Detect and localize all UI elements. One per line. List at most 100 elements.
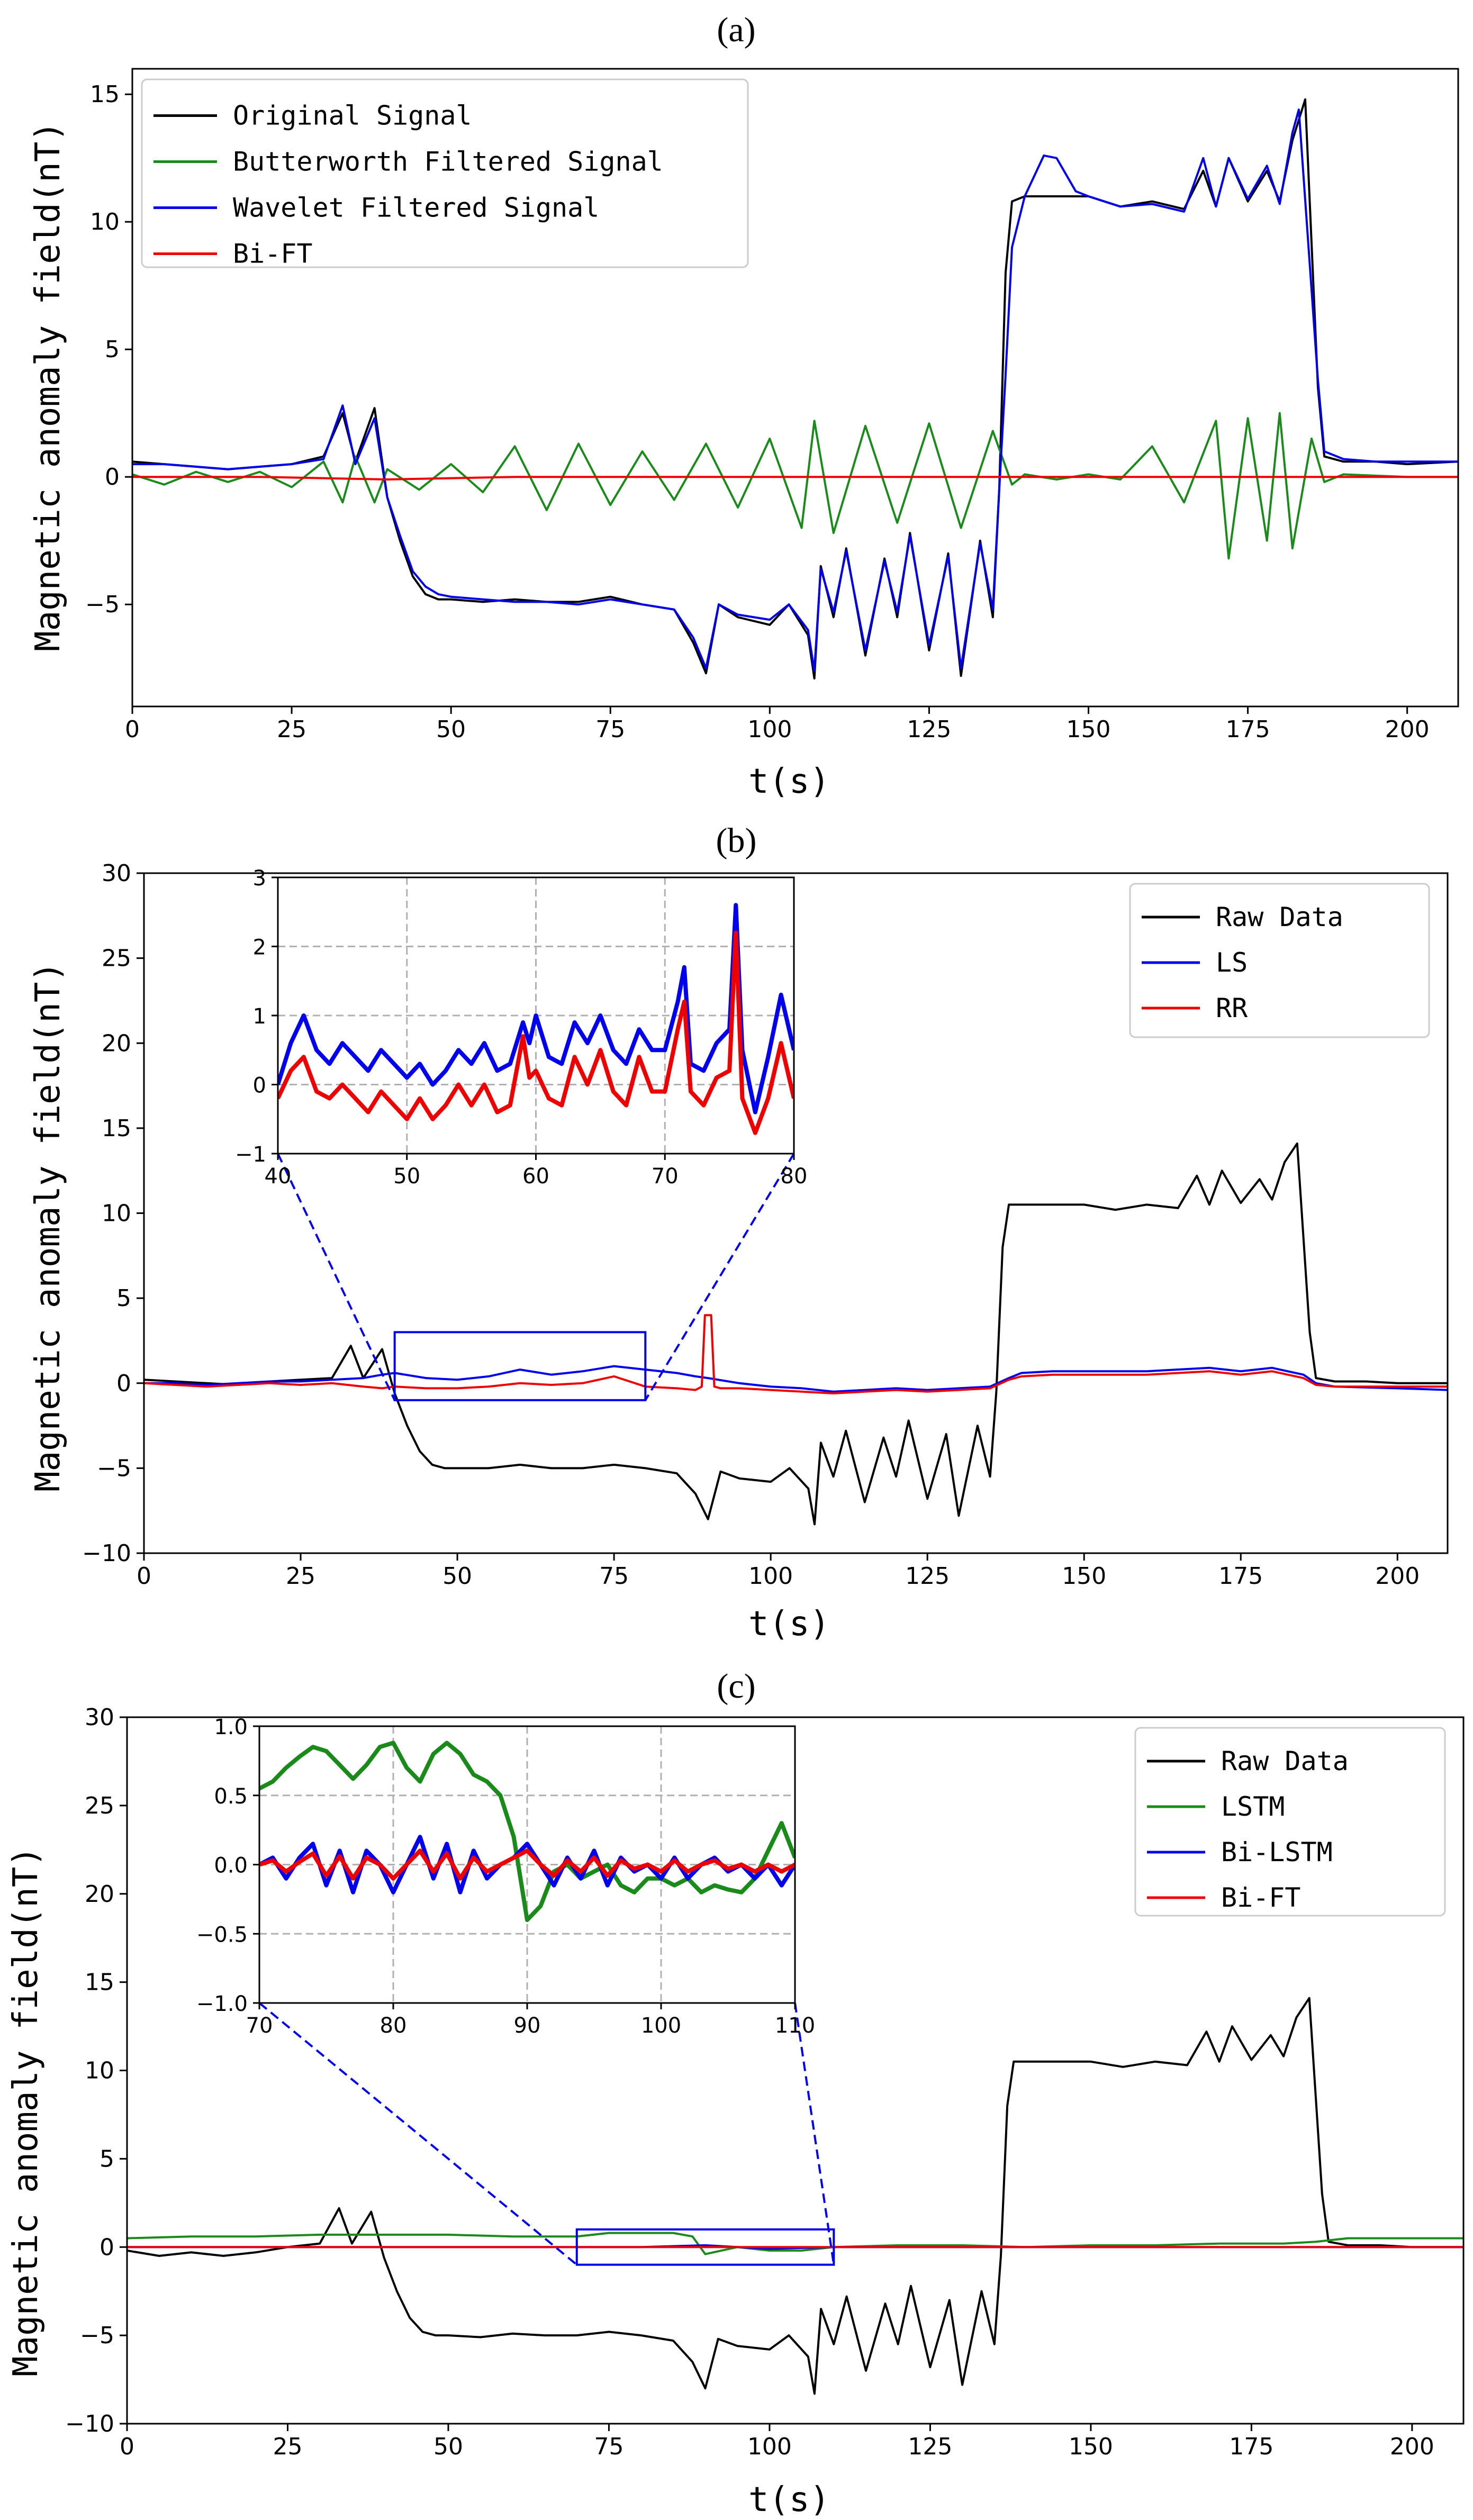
panel-c-legend-label-raw-data: Raw Data xyxy=(1221,1746,1349,1776)
panel-b-zoom-connector-left xyxy=(277,1153,396,1401)
panel-c-ytick-label: 25 xyxy=(85,1792,114,1819)
panel-b-ytick-label: −5 xyxy=(97,1455,131,1482)
panel-a-xtick-label: 100 xyxy=(747,716,792,743)
panel-c-ytick-label: 5 xyxy=(100,2145,114,2172)
panel-a-xtick-label: 200 xyxy=(1385,716,1430,743)
panel-a-series-butterworth-filtered-signal xyxy=(132,412,1458,560)
panel-c-legend-label-bi-lstm: Bi-LSTM xyxy=(1221,1837,1333,1868)
panel-c-inset-xtick-label: 100 xyxy=(641,2014,681,2038)
panel-b-series-group xyxy=(144,1142,1448,1526)
panel-c-xtick-label: 125 xyxy=(908,2433,952,2460)
panel-b-inset-xtick-label: 50 xyxy=(393,1164,420,1189)
panel-c-inset-ytick-label: 0.5 xyxy=(214,1784,248,1809)
panel-c-inset: 70 80 90 100 110 −1.0 −0.5 0.0 0.5 1.0 xyxy=(196,1715,815,2038)
panel-c: (c) 0 25 50 75 100 125 150 175 200 −10 −5 0 5 10 15 20 2… xyxy=(6,1667,1465,2519)
panel-c-ytick-label: 0 xyxy=(100,2234,114,2261)
panel-c-ytick-label: 10 xyxy=(85,2057,114,2084)
panel-c-xtick-label: 25 xyxy=(273,2433,302,2460)
panel-b-zoom-box xyxy=(393,1331,647,1401)
panel-c-zoom-box xyxy=(575,2228,835,2266)
panel-c-inset-series-bi-ft xyxy=(259,1848,795,1881)
panel-b-inset-xtick-label: 80 xyxy=(781,1164,808,1189)
panel-a-ytick-label: −5 xyxy=(85,591,120,618)
panel-b-inset-xtick-label: 70 xyxy=(652,1164,679,1189)
panel-b-inset-ytick-label: 2 xyxy=(253,936,266,960)
panel-a-ytick-label: 0 xyxy=(105,464,120,491)
panel-a-ytick-label: 5 xyxy=(105,336,120,363)
panel-a-ytick-label: 10 xyxy=(90,209,120,235)
panel-b-ytick-label: 0 xyxy=(116,1370,131,1397)
panel-c-ylabel: Magnetic anomaly field(nT) xyxy=(6,1846,46,2377)
panel-c-zoom-connector-left xyxy=(258,2002,578,2266)
panel-c-inset-xtick-label: 80 xyxy=(380,2014,407,2038)
panel-c-ytick-label: −5 xyxy=(80,2322,114,2349)
panel-c-ytick-label: −10 xyxy=(65,2410,114,2437)
panel-b-xtick-label: 25 xyxy=(286,1563,315,1590)
panel-a-xtick-label: 50 xyxy=(436,716,466,743)
panel-b-legend-label-raw-data: Raw Data xyxy=(1216,902,1343,932)
panel-b-ytick-label: 20 xyxy=(102,1030,131,1057)
panel-b-xlabel: t(s) xyxy=(748,1605,830,1644)
panel-c-xlabel: t(s) xyxy=(748,2480,830,2519)
panel-a-xtick-label: 75 xyxy=(595,716,625,743)
panel-b-legend xyxy=(1129,883,1430,1038)
panel-a-legend-label-butterworth-filtered-signal: Butterworth Filtered Signal xyxy=(233,147,663,177)
panel-b-ytick-label: −10 xyxy=(82,1540,131,1567)
panel-c-xtick-label: 100 xyxy=(747,2433,792,2460)
panel-b-xtick-label: 50 xyxy=(442,1563,472,1590)
panel-b-ytick-label: 10 xyxy=(102,1200,131,1227)
panel-b-xtick-label: 200 xyxy=(1375,1563,1420,1590)
panel-b-legend-label-rr: RR xyxy=(1216,993,1248,1023)
panel-b-inset: 40 50 60 70 80 −1 0 1 2 3 xyxy=(235,866,807,1189)
panel-b-xtick-label: 175 xyxy=(1218,1563,1263,1590)
panel-c-title: (c) xyxy=(717,1667,755,1706)
panel-a-xtick-label: 125 xyxy=(907,716,951,743)
panel-a-legend xyxy=(141,78,749,268)
panel-b-xtick-label: 125 xyxy=(905,1563,950,1590)
panel-b: (b) 0 25 50 75 100 125 150 175 200−10−5051015202… xyxy=(29,821,1449,1644)
panel-b-frame xyxy=(143,872,1449,1554)
panel-b-inset-ytick-label: 1 xyxy=(253,1004,266,1029)
panel-b-inset-xtick-label: 40 xyxy=(265,1164,292,1189)
panel-a-legend-label-bi-ft: Bi-FT xyxy=(233,239,313,269)
panel-a-xtick-label: 0 xyxy=(125,716,140,743)
panel-a-title: (a) xyxy=(717,11,755,49)
panel-a-xtick-label: 25 xyxy=(277,716,306,743)
panel-a-ylabel: Magnetic anomaly field(nT) xyxy=(29,121,68,651)
panel-b-inset-series-group xyxy=(278,903,794,1135)
panel-b-series-raw-data xyxy=(144,1142,1448,1526)
panel-c-legend-label-bi-ft: Bi-FT xyxy=(1221,1882,1301,1913)
panel-b-inset-ytick-label: 3 xyxy=(253,866,266,891)
panel-b-zoom-connector-right xyxy=(644,1153,795,1401)
panel-a-legend-label-wavelet-filtered-signal: Wavelet Filtered Signal xyxy=(233,193,599,223)
panel-c-xtick-label: 50 xyxy=(433,2433,463,2460)
panel-b-xtick-label: 100 xyxy=(748,1563,793,1590)
panel-a-frame xyxy=(131,68,1459,708)
panel-c-legend xyxy=(1134,1727,1446,1917)
panel-b-series-ls xyxy=(144,1365,1448,1393)
panel-c-inset-ytick-label: −0.5 xyxy=(196,1923,248,1947)
panel-b-xtick-label: 75 xyxy=(599,1563,629,1590)
panel-a-series-wavelet-filtered-signal xyxy=(132,108,1458,672)
panel-a-ytick-label: 15 xyxy=(90,81,120,108)
panel-b-inset-frame xyxy=(277,876,795,1155)
panel-c-inset-series-group xyxy=(259,1741,795,1923)
panel-a-legend-label-original-signal: Original Signal xyxy=(233,101,472,131)
panel-b-legend-label-ls: LS xyxy=(1216,947,1248,978)
panel-b-ylabel: Magnetic anomaly field(nT) xyxy=(29,962,68,1492)
panel-c-inset-frame xyxy=(258,1725,796,2004)
panel-c-inset-xtick-label: 110 xyxy=(775,2014,815,2038)
panel-c-inset-xtick-label: 90 xyxy=(514,2014,541,2038)
panel-b-xtick-label: 0 xyxy=(137,1563,151,1590)
panel-c-xtick-label: 200 xyxy=(1390,2433,1434,2460)
panel-a-xtick-label: 150 xyxy=(1066,716,1110,743)
panel-c-inset-ytick-label: 1.0 xyxy=(214,1715,248,1739)
panel-c-xtick-label: 175 xyxy=(1229,2433,1273,2460)
panel-a-plot-area: 0 25 50 75 100 125 150 175 200 −5 0 5 10 15 Original S… xyxy=(85,68,1459,743)
panel-c-series-raw-data xyxy=(127,1997,1463,2395)
panel-a-series-group xyxy=(132,98,1458,679)
panel-b-plot-area: 0 25 50 75 100 125 150 175 200−10−50510152025304… xyxy=(82,860,1449,1590)
panel-b-inset-series-rr xyxy=(278,930,794,1135)
panel-b-title: (b) xyxy=(716,821,757,860)
panel-b-inset-ytick-label: 0 xyxy=(253,1074,266,1098)
